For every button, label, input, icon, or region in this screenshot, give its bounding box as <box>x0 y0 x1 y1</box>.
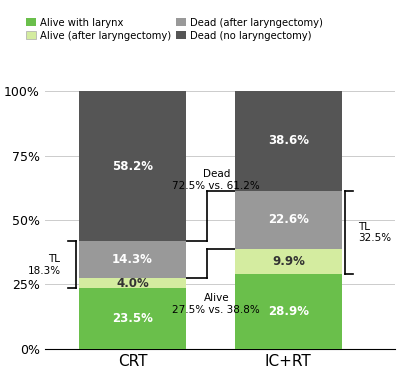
Text: 9.9%: 9.9% <box>272 255 305 268</box>
Bar <box>79 91 186 241</box>
Bar <box>79 241 186 278</box>
Text: 28.9%: 28.9% <box>268 305 309 318</box>
Text: 58.2%: 58.2% <box>112 160 153 173</box>
Bar <box>79 288 186 349</box>
Bar <box>235 275 342 349</box>
Text: Dead
72.5% vs. 61.2%: Dead 72.5% vs. 61.2% <box>172 169 260 191</box>
Text: Alive
27.5% vs. 38.8%: Alive 27.5% vs. 38.8% <box>172 293 260 315</box>
Text: 22.6%: 22.6% <box>268 213 309 226</box>
Text: TL
32.5%: TL 32.5% <box>358 222 392 243</box>
Legend: Alive with larynx, Alive (after laryngectomy), Dead (after laryngectomy), Dead (: Alive with larynx, Alive (after laryngec… <box>22 13 327 44</box>
Bar <box>235 91 342 191</box>
Bar <box>79 278 186 288</box>
Bar <box>235 191 342 249</box>
Text: 23.5%: 23.5% <box>112 312 153 325</box>
Bar <box>235 249 342 275</box>
Text: TL
18.3%: TL 18.3% <box>27 254 60 276</box>
Text: 4.0%: 4.0% <box>116 277 149 290</box>
Text: 14.3%: 14.3% <box>112 253 153 266</box>
Text: 38.6%: 38.6% <box>268 134 309 147</box>
